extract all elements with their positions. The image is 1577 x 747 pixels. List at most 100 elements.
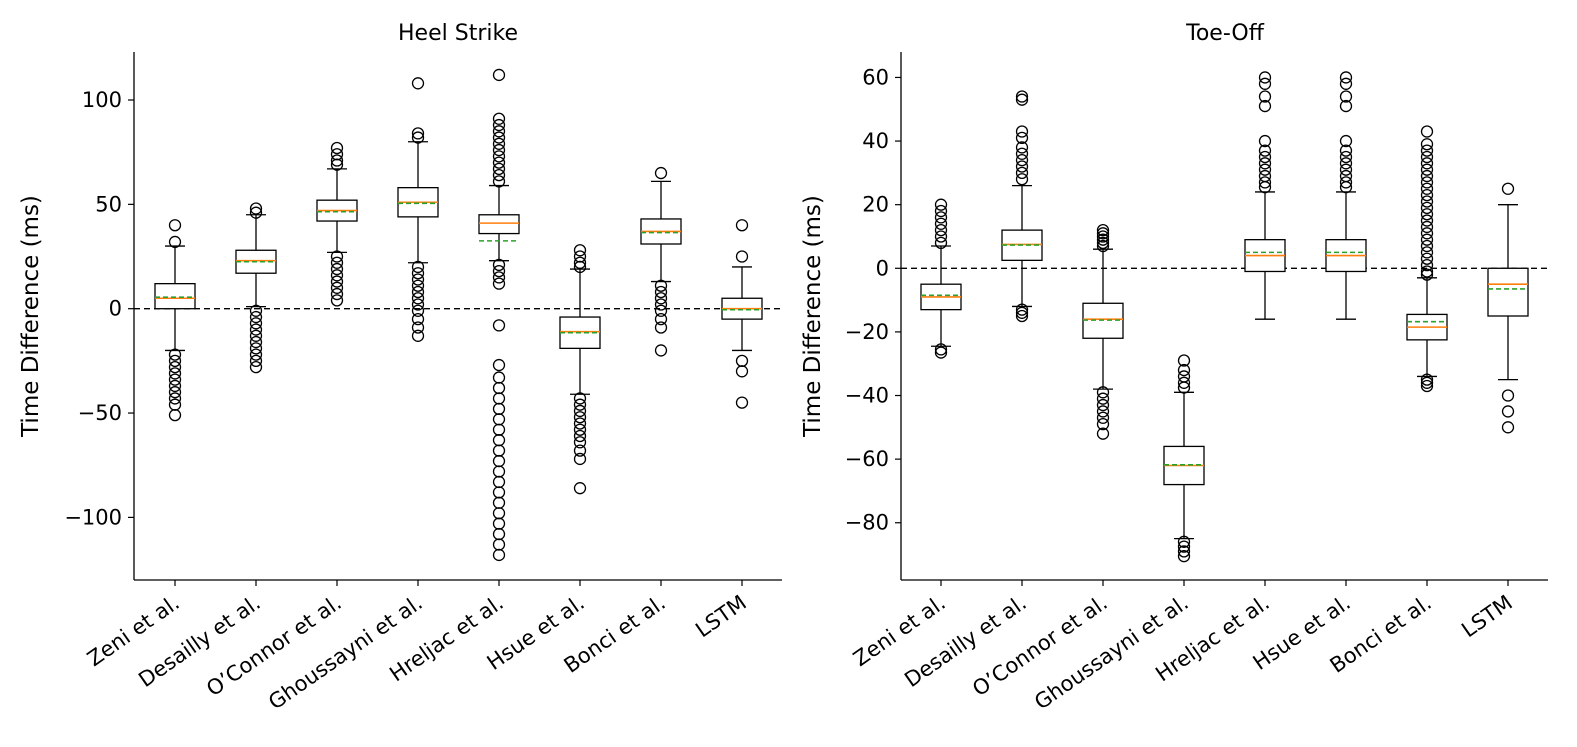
outlier-point — [1015, 173, 1029, 186]
outlier-point — [1015, 160, 1029, 173]
outlier-point — [1420, 150, 1434, 164]
outlier-point — [492, 319, 506, 332]
outlier-point — [411, 321, 425, 334]
outlier-point — [1258, 144, 1272, 157]
outlier-point — [573, 423, 587, 436]
outlier-point — [573, 417, 587, 430]
x-tick-label: O’Connor et al. — [968, 590, 1112, 701]
outlier-point — [492, 277, 506, 290]
outlier-point — [1501, 389, 1515, 402]
outlier-point — [735, 219, 749, 232]
outlier-point — [654, 298, 668, 311]
outlier-point — [492, 465, 506, 478]
outlier-point — [1096, 233, 1110, 246]
outlier-point — [330, 281, 344, 294]
outlier-point — [492, 475, 506, 489]
outlier-point — [492, 381, 506, 395]
iqr-box — [154, 283, 196, 310]
outlier-point — [735, 250, 749, 263]
outlier-point — [492, 168, 506, 182]
y-tick-label: 20 — [862, 193, 889, 217]
outlier-point — [735, 365, 749, 378]
outlier-point — [1501, 182, 1515, 195]
outlier-point — [573, 392, 587, 405]
outlier-point — [1420, 376, 1434, 389]
outlier-point — [1420, 201, 1434, 215]
outlier-point — [330, 256, 344, 269]
outlier-point — [1096, 411, 1110, 424]
y-tick-label: 40 — [862, 129, 889, 153]
outlier-point — [168, 379, 182, 393]
outlier-point — [249, 354, 263, 368]
outlier-point — [249, 304, 263, 317]
outlier-point — [573, 482, 587, 495]
outlier-point — [330, 294, 344, 307]
outlier-point — [1420, 176, 1434, 189]
outlier-point — [492, 271, 506, 284]
panel-toe-off: Toe-Off Time Difference (ms) −80 −60 −40 −2… — [800, 21, 1548, 714]
outlier-point — [1177, 354, 1191, 367]
outlier-point — [249, 360, 263, 374]
outlier-point — [934, 230, 948, 243]
outlier-point — [1258, 77, 1272, 90]
outlier-point — [411, 273, 425, 286]
outlier-point — [411, 298, 425, 311]
outlier-point — [492, 175, 506, 188]
outlier-point — [573, 260, 587, 274]
outlier-point — [1177, 540, 1191, 553]
outlier-point — [492, 162, 506, 176]
outlier-point — [1015, 93, 1029, 106]
outlier-point — [249, 342, 263, 355]
outlier-point — [1096, 223, 1110, 237]
outlier-point — [168, 398, 182, 411]
box-2 — [235, 202, 277, 374]
outlier-point — [1096, 236, 1110, 249]
outlier-point — [1339, 90, 1353, 103]
outlier-point — [168, 354, 182, 368]
outlier-point — [1420, 239, 1434, 253]
outlier-point — [573, 436, 587, 449]
outlier-point — [1177, 535, 1191, 548]
outlier-point — [492, 423, 506, 436]
outlier-point — [330, 250, 344, 263]
outlier-point — [573, 411, 587, 424]
outlier-point — [492, 517, 506, 530]
outlier-point — [573, 452, 587, 466]
outlier-point — [249, 329, 263, 342]
y-tick-label: 60 — [862, 65, 889, 89]
outlier-point — [1258, 163, 1272, 176]
outlier-point — [330, 158, 344, 171]
outlier-point — [1096, 405, 1110, 418]
box-4 — [397, 77, 439, 342]
outlier-point — [934, 198, 948, 211]
outlier-point — [1420, 379, 1434, 393]
outlier-point — [1420, 169, 1434, 183]
y-tick-label: 100 — [82, 88, 122, 112]
outlier-point — [330, 262, 344, 276]
outlier-point — [1096, 427, 1110, 440]
outlier-point — [1258, 169, 1272, 183]
outlier-point — [492, 156, 506, 169]
outlier-point — [1258, 134, 1272, 148]
outlier-point — [492, 486, 506, 499]
outlier-point — [1339, 71, 1353, 84]
outlier-point — [492, 402, 506, 416]
outlier-point — [1015, 131, 1029, 145]
outlier-point — [573, 444, 587, 457]
outlier-point — [1258, 176, 1272, 189]
outlier-point — [492, 137, 506, 150]
outlier-point — [411, 260, 425, 274]
outlier-point — [492, 392, 506, 405]
outlier-point — [1258, 99, 1272, 113]
outlier-point — [411, 285, 425, 299]
y-tick-label: 50 — [95, 192, 122, 216]
outlier-point — [934, 346, 948, 359]
outlier-point — [1420, 214, 1434, 227]
outlier-point — [168, 386, 182, 399]
outlier-point — [1096, 417, 1110, 431]
outlier-point — [573, 256, 587, 269]
outlier-point — [249, 206, 263, 219]
box-5 — [478, 68, 520, 562]
